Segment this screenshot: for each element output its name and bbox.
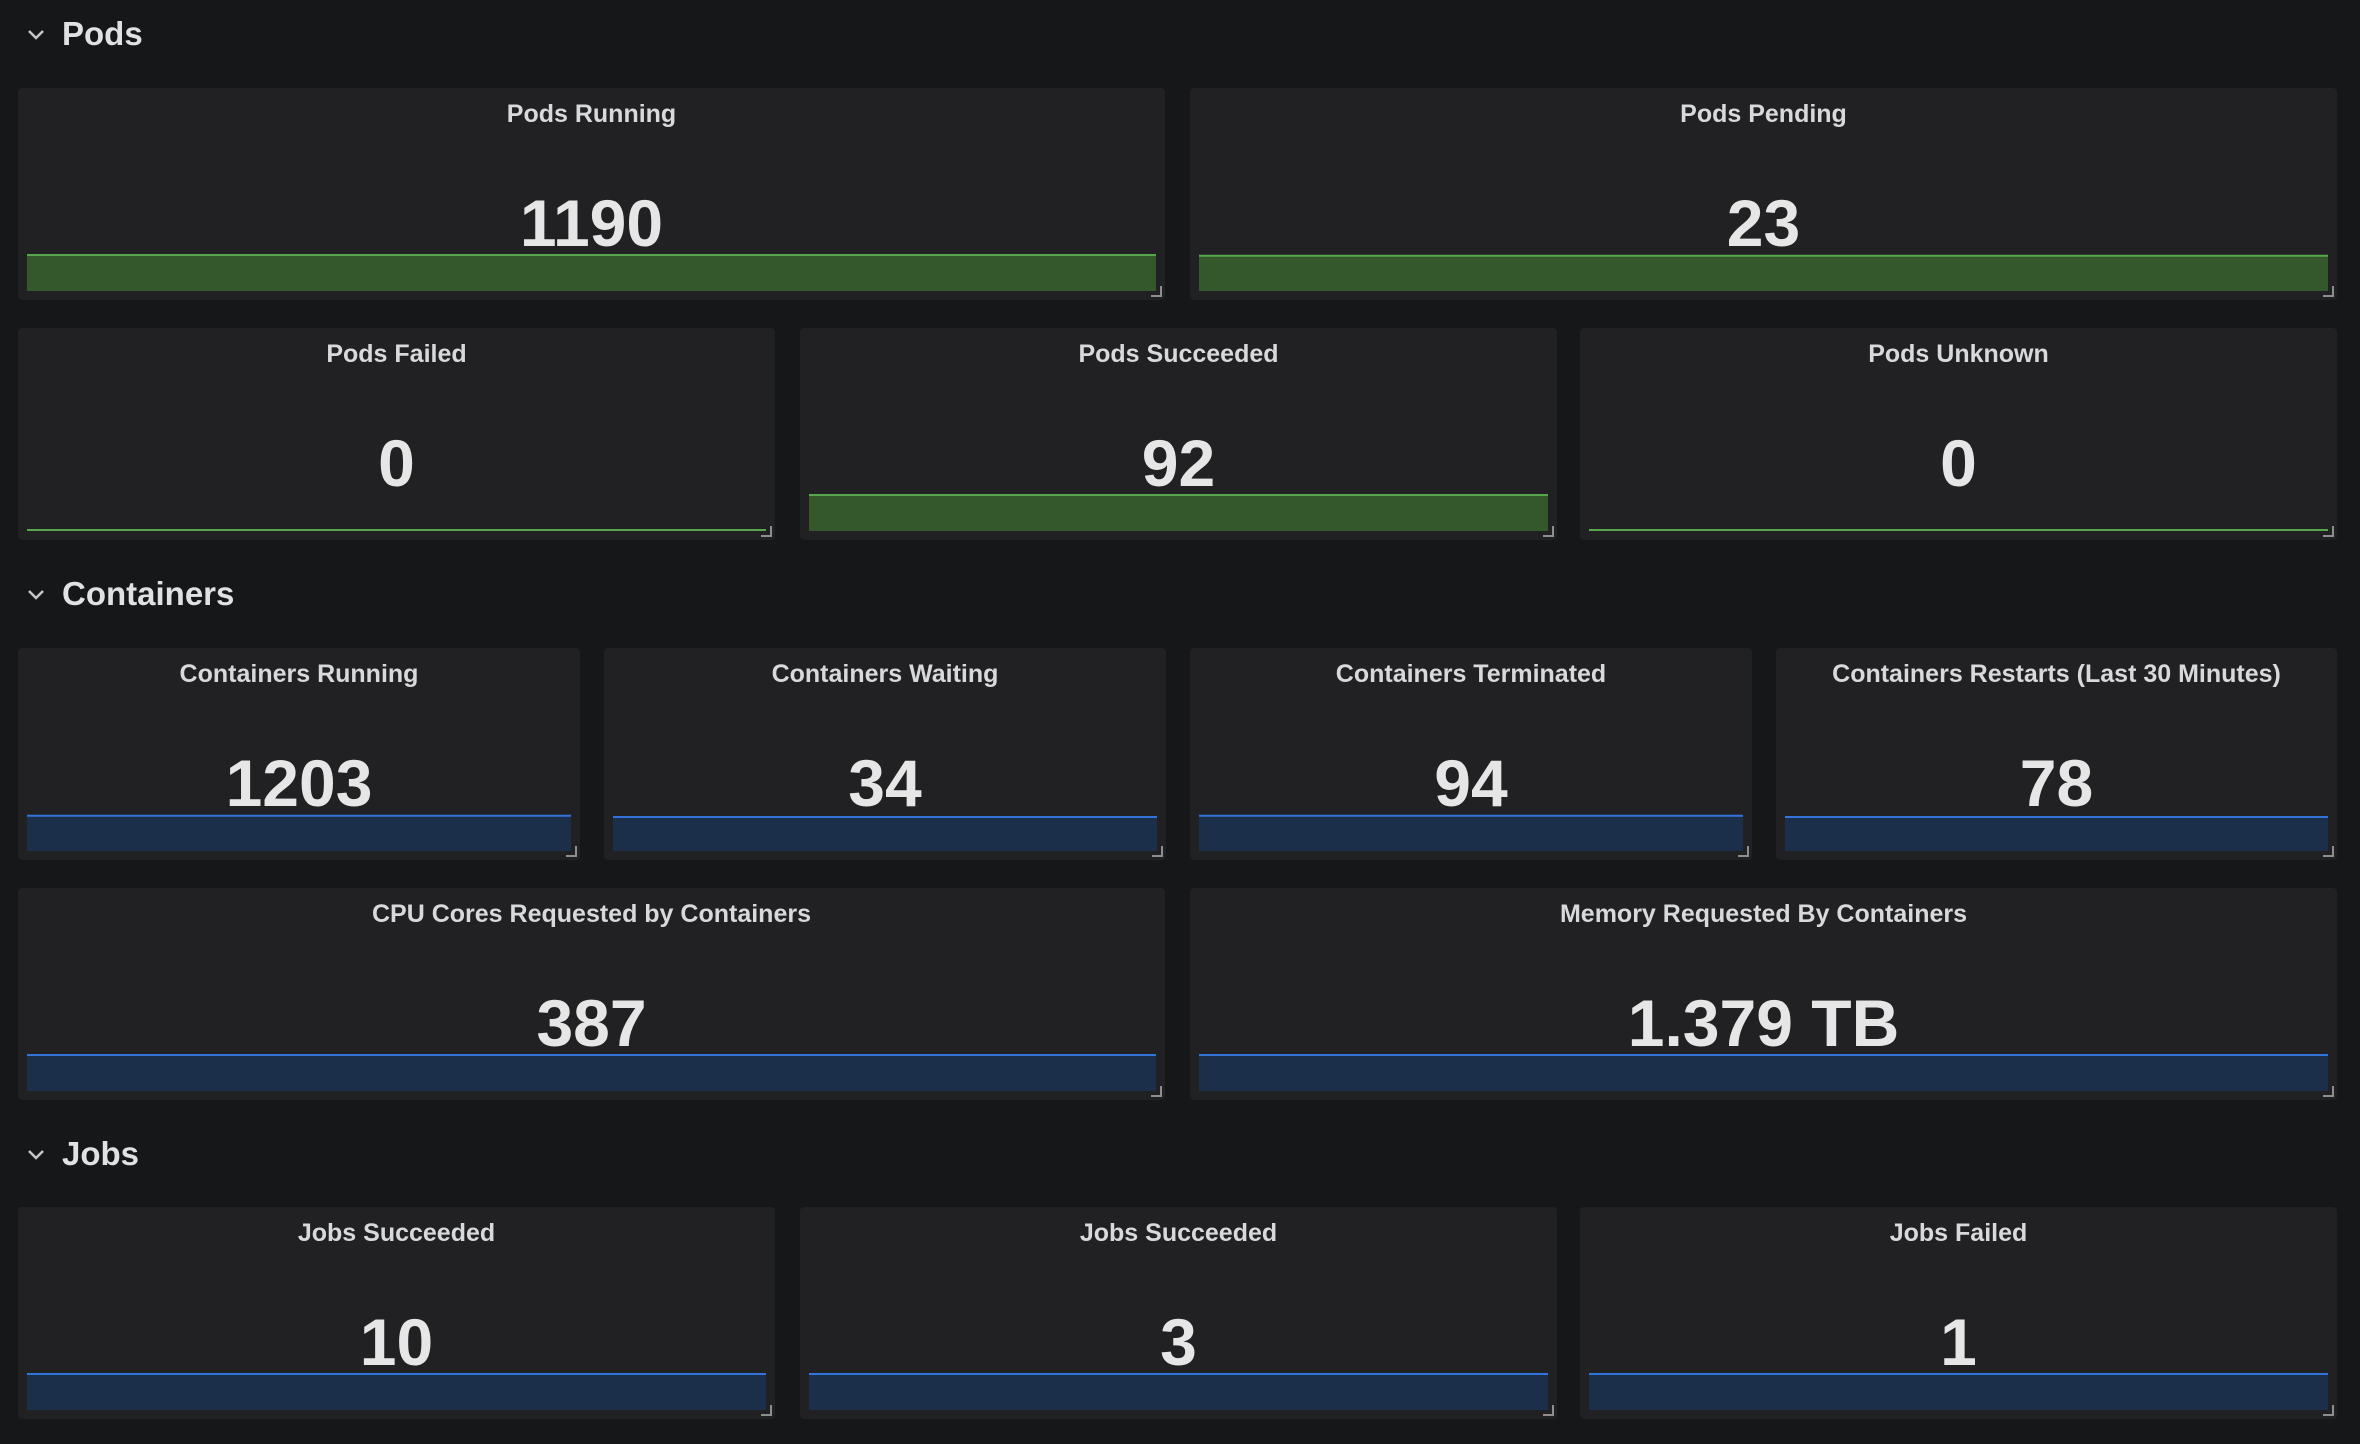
panel-title[interactable]: CPU Cores Requested by Containers bbox=[372, 900, 811, 928]
sparkline-area bbox=[1589, 1374, 2328, 1410]
panel-title[interactable]: Jobs Succeeded bbox=[1079, 1219, 1278, 1247]
panel-jobs-succeeded-2[interactable]: Jobs Succeeded 3 bbox=[800, 1207, 1557, 1419]
resize-handle[interactable] bbox=[1543, 1405, 1554, 1416]
stat-value: 0 bbox=[1940, 426, 1977, 500]
panel-pods-running[interactable]: Pods Running 1190 bbox=[18, 88, 1165, 300]
sparkline bbox=[1199, 1054, 2328, 1091]
panel-pods-failed[interactable]: Pods Failed 0 bbox=[18, 328, 775, 540]
panel-title[interactable]: Pods Succeeded bbox=[1078, 340, 1279, 368]
row-title-containers: Containers bbox=[62, 575, 235, 612]
chevron-down-icon bbox=[28, 1150, 44, 1160]
chevron-down-icon bbox=[28, 30, 44, 40]
panel-title[interactable]: Containers Waiting bbox=[771, 660, 999, 688]
panel-containers-waiting[interactable]: Containers Waiting 34 bbox=[604, 648, 1166, 860]
resize-handle[interactable] bbox=[2323, 846, 2334, 857]
row-header-containers[interactable]: Containers bbox=[24, 566, 234, 622]
panel-title[interactable]: Pods Running bbox=[506, 100, 677, 128]
panel-jobs-failed[interactable]: Jobs Failed 1 bbox=[1580, 1207, 2337, 1419]
resize-handle[interactable] bbox=[2323, 286, 2334, 297]
chevron-down-icon bbox=[28, 590, 44, 600]
panel-title[interactable]: Containers Running bbox=[179, 660, 419, 688]
stat-value: 78 bbox=[2019, 746, 2094, 820]
panel-title[interactable]: Pods Failed bbox=[326, 340, 467, 368]
stat-value: 1 bbox=[1940, 1305, 1977, 1379]
panel-jobs-succeeded[interactable]: Jobs Succeeded 10 bbox=[18, 1207, 775, 1419]
sparkline bbox=[1589, 529, 2328, 531]
panel-title[interactable]: Pods Unknown bbox=[1868, 340, 2049, 368]
sparkline bbox=[1785, 816, 2328, 851]
sparkline bbox=[1199, 814, 1743, 851]
sparkline bbox=[1589, 1373, 2328, 1410]
panel-memory-requested[interactable]: Memory Requested By Containers 1.379 TB bbox=[1190, 888, 2337, 1100]
panel-title[interactable]: Containers Restarts (Last 30 Minutes) bbox=[1832, 660, 2281, 688]
stat-value: 92 bbox=[1141, 426, 1216, 500]
sparkline-area bbox=[1199, 255, 2328, 291]
sparkline-area bbox=[1199, 1055, 2328, 1091]
panel-cpu-cores-requested[interactable]: CPU Cores Requested by Containers 387 bbox=[18, 888, 1165, 1100]
sparkline bbox=[613, 816, 1157, 851]
sparkline bbox=[809, 1373, 1548, 1410]
resize-handle[interactable] bbox=[2323, 1405, 2334, 1416]
sparkline bbox=[1199, 254, 2328, 291]
panel-pods-succeeded[interactable]: Pods Succeeded 92 bbox=[800, 328, 1557, 540]
stat-value: 0 bbox=[378, 426, 415, 500]
panel-containers-terminated[interactable]: Containers Terminated 94 bbox=[1190, 648, 1752, 860]
resize-handle[interactable] bbox=[1151, 1086, 1162, 1097]
panel-containers-running[interactable]: Containers Running 1203 bbox=[18, 648, 580, 860]
resize-handle[interactable] bbox=[1151, 286, 1162, 297]
panel-title[interactable]: Pods Pending bbox=[1680, 100, 1847, 128]
resize-handle[interactable] bbox=[1152, 846, 1163, 857]
stat-value: 1.379 TB bbox=[1627, 986, 1900, 1060]
stat-value: 10 bbox=[359, 1305, 434, 1379]
resize-handle[interactable] bbox=[1543, 526, 1554, 537]
resize-handle[interactable] bbox=[2323, 1086, 2334, 1097]
stat-value: 3 bbox=[1160, 1305, 1197, 1379]
row-title-pods: Pods bbox=[62, 15, 143, 52]
stat-value: 387 bbox=[536, 986, 647, 1060]
stat-value: 1203 bbox=[225, 746, 373, 820]
resize-handle[interactable] bbox=[761, 526, 772, 537]
sparkline-area bbox=[27, 1374, 766, 1410]
panel-pods-pending[interactable]: Pods Pending 23 bbox=[1190, 88, 2337, 300]
row-header-jobs[interactable]: Jobs bbox=[24, 1126, 139, 1182]
panel-title[interactable]: Memory Requested By Containers bbox=[1559, 900, 1968, 928]
stat-value: 1190 bbox=[519, 186, 664, 260]
sparkline-area bbox=[613, 817, 1157, 851]
sparkline bbox=[27, 1054, 1156, 1091]
stat-value: 94 bbox=[1434, 746, 1508, 820]
row-header-pods[interactable]: Pods bbox=[24, 6, 143, 62]
row-title-jobs: Jobs bbox=[62, 1135, 140, 1172]
sparkline bbox=[27, 1373, 766, 1410]
resize-handle[interactable] bbox=[566, 846, 577, 857]
resize-handle[interactable] bbox=[1738, 846, 1749, 857]
resize-handle[interactable] bbox=[761, 1405, 772, 1416]
resize-handle[interactable] bbox=[2323, 526, 2334, 537]
panel-title[interactable]: Containers Terminated bbox=[1335, 660, 1607, 688]
sparkline-area bbox=[27, 815, 571, 851]
panel-containers-restarts[interactable]: Containers Restarts (Last 30 Minutes) 78 bbox=[1776, 648, 2337, 860]
sparkline-area bbox=[1785, 817, 2328, 851]
panel-pods-unknown[interactable]: Pods Unknown 0 bbox=[1580, 328, 2337, 540]
sparkline bbox=[27, 254, 1156, 291]
sparkline-area bbox=[1199, 815, 1743, 851]
sparkline-area bbox=[27, 255, 1156, 291]
sparkline bbox=[27, 529, 766, 531]
panel-title[interactable]: Jobs Failed bbox=[1889, 1219, 2028, 1247]
panel-title[interactable]: Jobs Succeeded bbox=[297, 1219, 496, 1247]
stat-value: 23 bbox=[1726, 186, 1801, 260]
sparkline-area bbox=[27, 1055, 1156, 1091]
sparkline-area bbox=[809, 1374, 1548, 1410]
stat-value: 34 bbox=[848, 746, 922, 820]
sparkline bbox=[809, 494, 1548, 531]
sparkline bbox=[27, 814, 571, 851]
sparkline-area bbox=[809, 495, 1548, 531]
